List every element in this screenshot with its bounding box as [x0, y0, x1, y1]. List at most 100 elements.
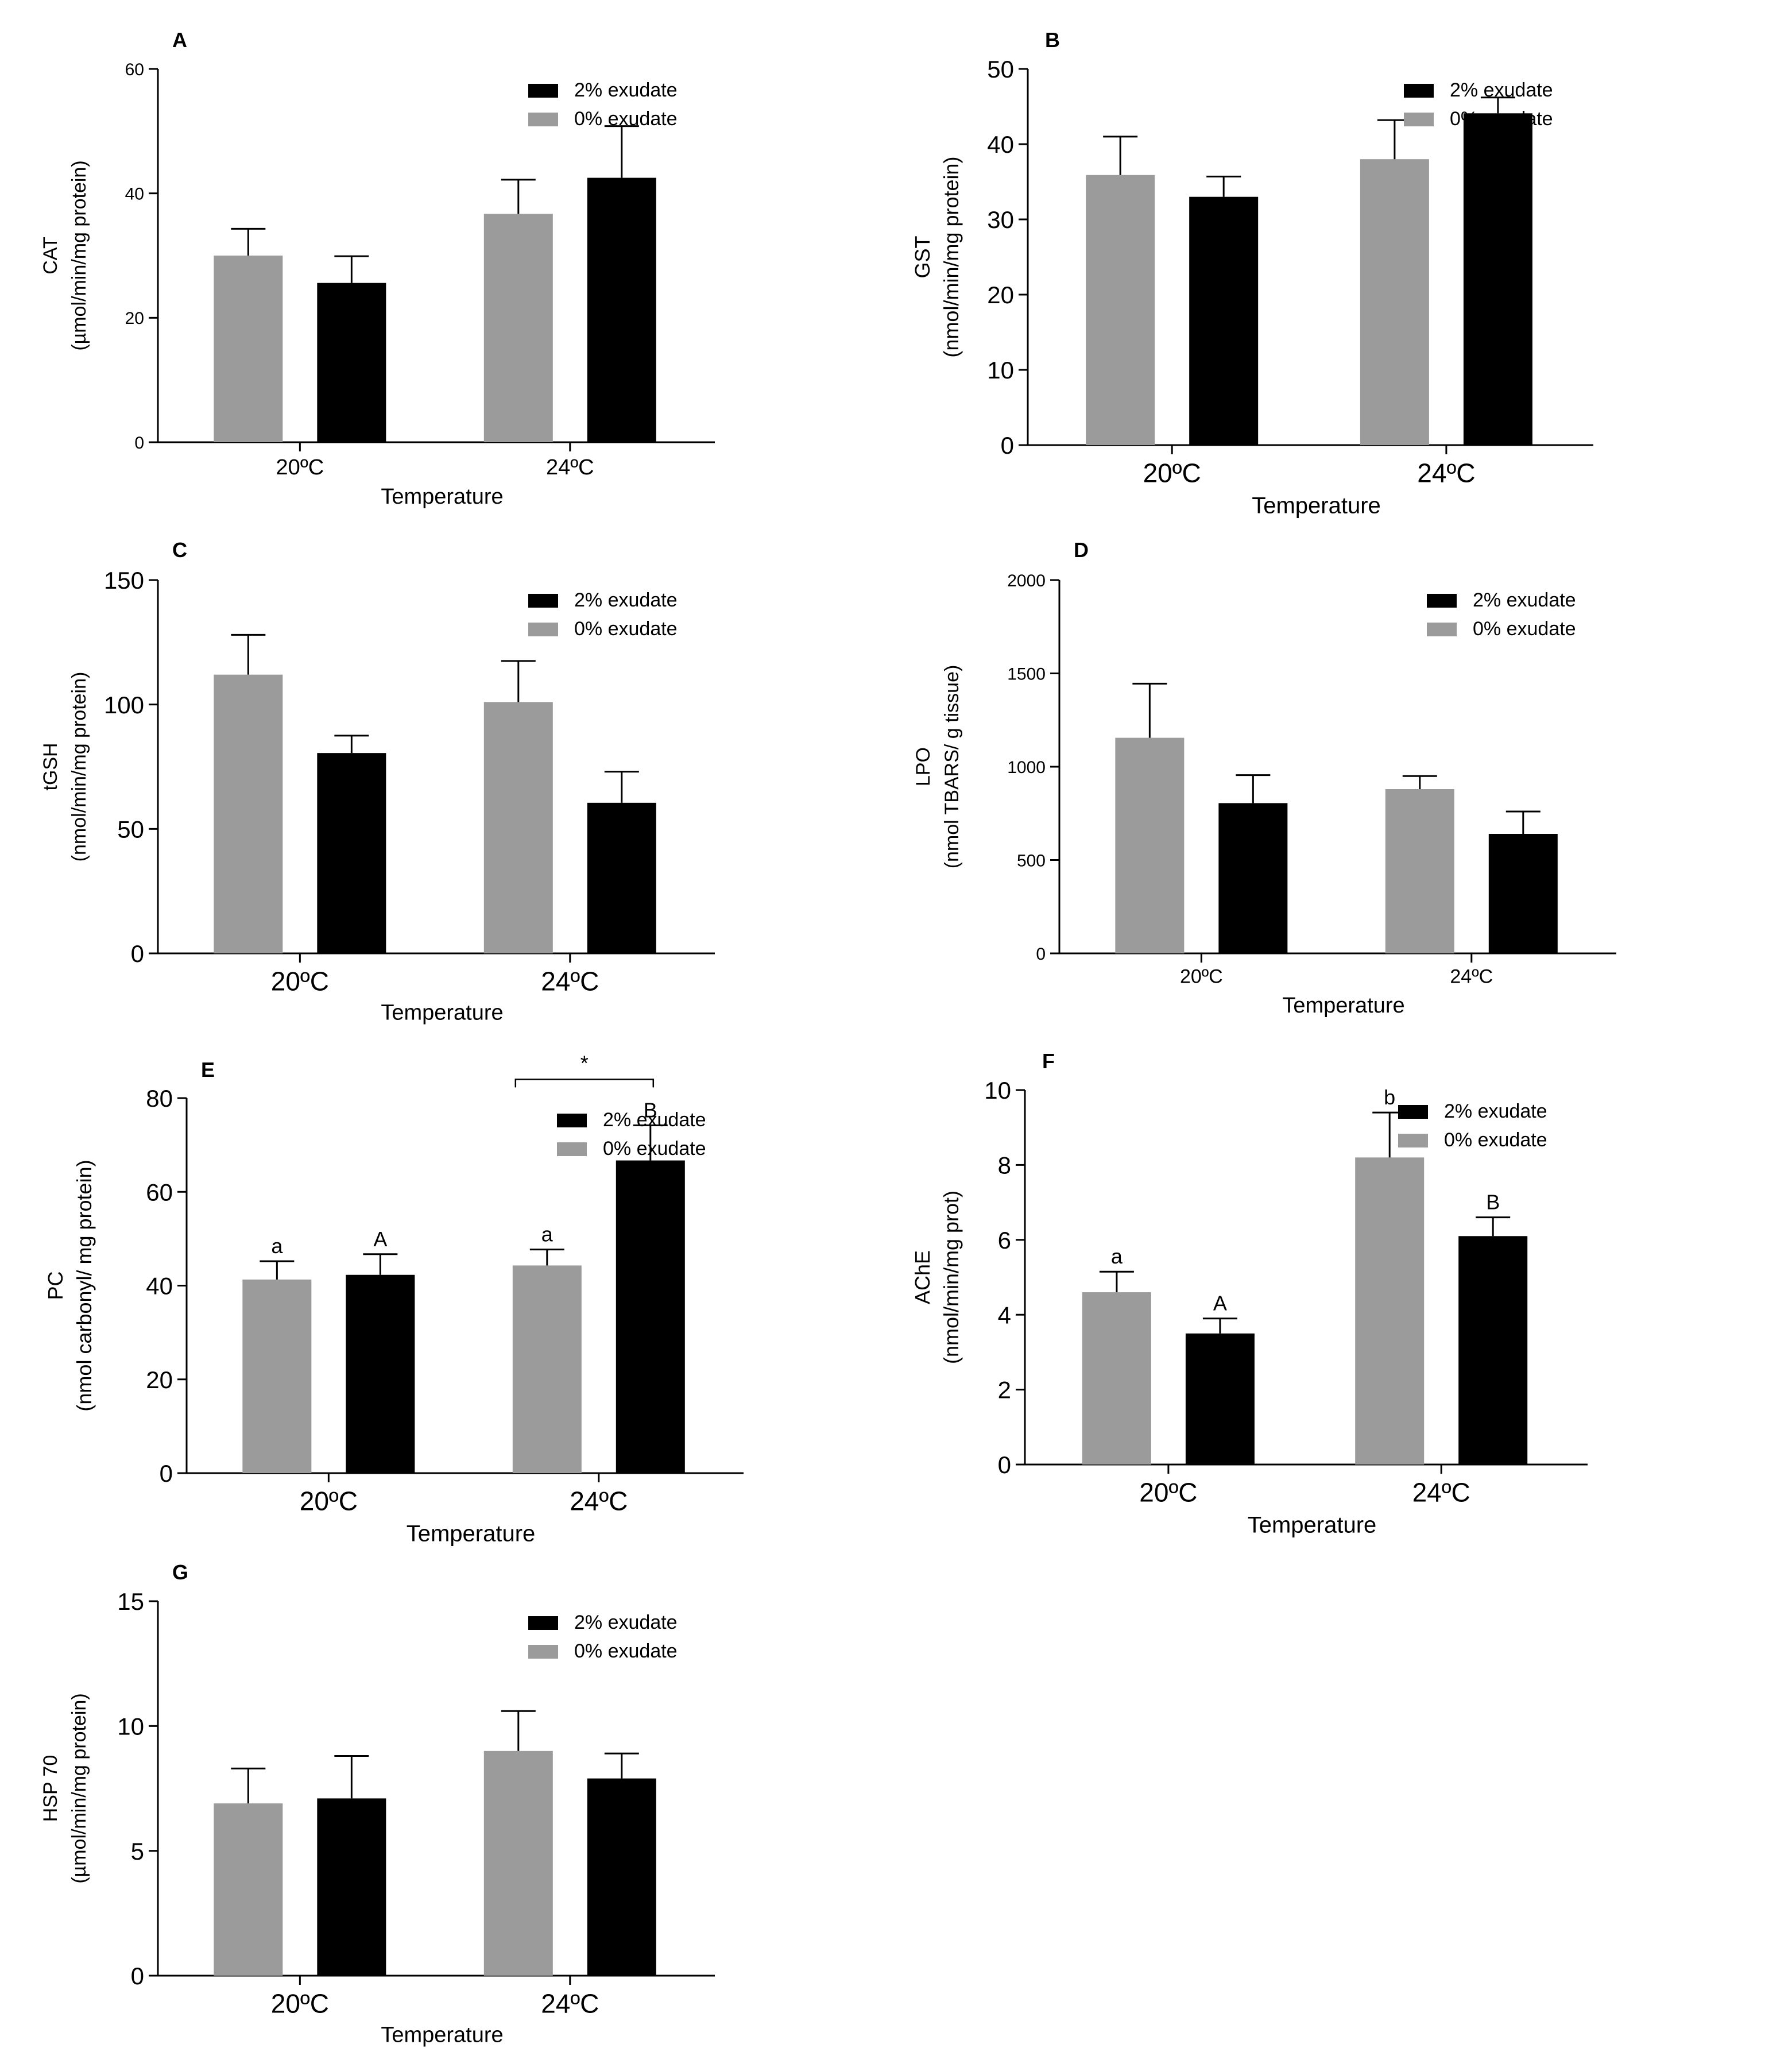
significance-asterisk: * — [580, 1051, 589, 1075]
legend-swatch — [1427, 623, 1457, 636]
y-tick-label: 0 — [131, 1962, 144, 1989]
legend-swatch — [528, 594, 558, 608]
y-tick-label: 1500 — [1007, 664, 1046, 683]
legend-label: 0% exudate — [1444, 1129, 1547, 1151]
legend-label: 0% exudate — [603, 1138, 706, 1160]
x-axis-label: Temperature — [1282, 994, 1404, 1018]
bar-two-pct-20c — [1189, 196, 1259, 445]
y-tick-label: 20 — [125, 309, 144, 328]
bar-zero-pct-20c — [1086, 175, 1155, 445]
legend-label: 2% exudate — [574, 1612, 678, 1633]
legend-swatch — [1398, 1134, 1428, 1147]
y-axis-label: tGSH — [40, 743, 61, 790]
bar-two-pct-20c — [317, 283, 386, 442]
bar-zero-pct-20c — [242, 1279, 312, 1473]
bar-zero-pct-24c — [1360, 159, 1429, 445]
y-tick-label: 0 — [160, 1460, 173, 1487]
panel-label: E — [201, 1058, 215, 1081]
y-tick-label: 150 — [104, 567, 144, 594]
bar-two-pct-24c — [587, 177, 656, 442]
bar-zero-pct-20c — [1082, 1292, 1151, 1465]
panel-a: A 0 20 40 60 CAT (µmol/min/mg protein) 20ºC 24ºC… — [40, 28, 715, 509]
bar-zero-pct-24c — [483, 214, 553, 442]
y-tick-label: 15 — [117, 1588, 144, 1615]
y-axis-label: CAT — [40, 237, 61, 274]
panel-b: B 0 10 20 30 40 50 GST (nmol/min/mg protein) 20ºC… — [911, 28, 1593, 518]
bar-zero-pct-24c — [1355, 1157, 1425, 1465]
x-axis-label: Temperature — [381, 2023, 503, 2047]
y-tick-label: 5 — [131, 1838, 144, 1865]
y-axis-label: PC — [44, 1271, 67, 1300]
y-tick-label: 100 — [104, 691, 144, 718]
y-tick-label: 20 — [987, 281, 1014, 308]
panel-g: G 0 5 10 15 HSP 70 (µmol/min/mg protein) 20ºC 24… — [40, 1560, 715, 2047]
y-tick-label: 0 — [131, 940, 144, 967]
legend-label: 2% exudate — [603, 1109, 706, 1131]
bar-two-pct-20c — [317, 753, 386, 953]
y-tick-label: 2000 — [1007, 571, 1046, 590]
y-tick-label: 40 — [125, 184, 144, 203]
bar-two-pct-24c — [1458, 1236, 1528, 1465]
legend-swatch — [528, 623, 558, 636]
significance-letter: b — [1384, 1085, 1395, 1109]
legend-label: 0% exudate — [574, 618, 678, 640]
significance-letter: a — [541, 1223, 554, 1246]
significance-bracket — [514, 1079, 655, 1088]
x-tick-label: 24ºC — [541, 966, 599, 996]
significance-letter: A — [373, 1227, 387, 1251]
bar-two-pct-24c — [616, 1160, 685, 1473]
significance-letter: a — [271, 1234, 283, 1258]
x-tick-label: 20ºC — [271, 966, 329, 996]
legend-label: 0% exudate — [1473, 618, 1576, 640]
x-tick-label: 20ºC — [271, 1988, 329, 2018]
legend-label: 0% exudate — [574, 1640, 678, 1662]
legend-swatch — [528, 1616, 558, 1630]
x-tick-label: 24ºC — [1412, 1477, 1470, 1507]
legend-swatch — [528, 84, 558, 98]
x-tick-label: 20ºC — [276, 455, 324, 480]
x-tick-label: 24ºC — [546, 455, 594, 480]
panel-c: C 0 50 100 150 tGSH (nmol/min/mg protein) 20ºC 2… — [40, 538, 715, 1025]
legend-swatch — [1427, 594, 1457, 608]
legend-swatch — [557, 1142, 587, 1156]
panel-label: F — [1042, 1049, 1055, 1073]
x-tick-label: 24ºC — [541, 1988, 599, 2018]
y-tick-label: 20 — [146, 1366, 173, 1393]
legend-swatch — [528, 113, 558, 126]
bar-two-pct-20c — [317, 1798, 386, 1976]
y-tick-label: 10 — [987, 357, 1014, 384]
y-tick-label: 50 — [117, 816, 144, 843]
bar-two-pct-24c — [587, 1778, 656, 1976]
y-tick-label: 80 — [146, 1085, 173, 1112]
significance-letter: B — [644, 1098, 657, 1122]
panel-label: C — [172, 538, 187, 562]
y-tick-label: 0 — [134, 434, 144, 453]
x-tick-label: 20ºC — [1139, 1477, 1197, 1507]
y-tick-label: 10 — [984, 1077, 1011, 1104]
legend-label: 2% exudate — [1450, 79, 1553, 101]
y-axis-label: (nmol carbonyl/ mg protein) — [72, 1160, 96, 1411]
legend-label: 0% exudate — [1450, 108, 1553, 130]
bar-two-pct-20c — [1185, 1333, 1255, 1465]
bar-zero-pct-24c — [483, 702, 553, 953]
y-tick-label: 0 — [1001, 432, 1014, 459]
panel-label: B — [1045, 28, 1060, 52]
legend-swatch — [557, 1114, 587, 1127]
panel-label: G — [172, 1560, 188, 1584]
x-axis-label: Temperature — [1252, 493, 1381, 518]
significance-letter: B — [1486, 1191, 1500, 1214]
x-axis-label: Temperature — [407, 1521, 536, 1546]
y-axis-label: (nmol TBARS/ g tissue) — [941, 665, 963, 869]
x-tick-label: 24ºC — [1417, 458, 1475, 488]
bar-zero-pct-24c — [512, 1265, 582, 1473]
bar-two-pct-20c — [1218, 803, 1288, 953]
legend-label: 2% exudate — [1473, 589, 1576, 611]
bar-zero-pct-20c — [214, 1803, 283, 1976]
panel-e: E 0 20 40 60 80 PC (nmol carbonyl/ mg protein) 2… — [44, 1051, 744, 1546]
legend-swatch — [1404, 84, 1434, 98]
bar-two-pct-24c — [587, 802, 656, 953]
y-axis-label: (µmol/min/mg protein) — [68, 160, 90, 350]
y-tick-label: 500 — [1017, 851, 1046, 870]
y-axis-label: AChE — [911, 1250, 934, 1304]
